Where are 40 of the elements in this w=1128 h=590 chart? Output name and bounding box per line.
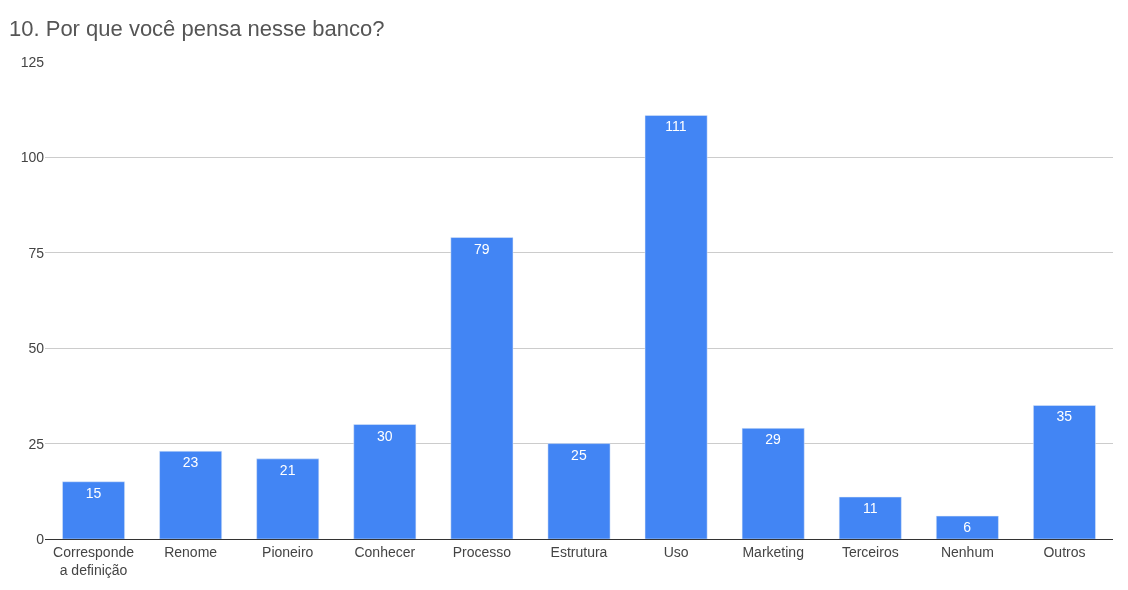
- y-tick-label: 0: [36, 530, 45, 547]
- data-label: 35: [1056, 408, 1073, 425]
- data-label: 79: [474, 240, 490, 257]
- data-label: 111: [665, 118, 687, 135]
- x-tick-label: Outros: [1043, 543, 1086, 560]
- bar: [1033, 405, 1096, 539]
- bar: [644, 115, 708, 539]
- bar: [547, 443, 611, 539]
- x-tick-label: Terceiros: [841, 543, 899, 560]
- x-tick-label: Processo: [452, 543, 512, 560]
- y-tick-label: 25: [28, 435, 45, 452]
- bar: [353, 424, 417, 539]
- bar: [838, 496, 902, 539]
- x-tick-label: Marketing: [742, 543, 804, 560]
- data-label: 29: [765, 431, 782, 448]
- x-tick-label: Nenhum: [940, 543, 994, 560]
- bar: [741, 428, 805, 539]
- y-tick-label: 125: [20, 53, 45, 70]
- y-tick-label: 50: [28, 340, 45, 357]
- x-tick-label: Conhecer: [354, 543, 416, 560]
- bar: [936, 515, 999, 539]
- y-tick-label: 100: [20, 149, 45, 166]
- x-tick-label: Uso: [663, 543, 689, 560]
- data-label: 25: [571, 446, 587, 463]
- data-label: 30: [376, 427, 393, 444]
- data-label: 15: [85, 484, 102, 501]
- bar: [62, 481, 125, 539]
- chart-title: 10. Por que você pensa nesse banco?: [9, 16, 385, 42]
- bar: [256, 458, 320, 539]
- data-label: 21: [279, 461, 296, 478]
- x-tick-label: Estrutura: [550, 543, 608, 560]
- x-tick-label: Corresponde a definição: [53, 543, 135, 578]
- bar: [159, 450, 222, 539]
- data-label: 23: [182, 454, 199, 471]
- x-tick-label: Pioneiro: [262, 543, 314, 560]
- x-tick-label: Renome: [164, 543, 218, 560]
- bar: [450, 237, 514, 539]
- data-label: 11: [862, 500, 878, 517]
- y-tick-label: 75: [28, 244, 45, 261]
- data-label: 6: [963, 519, 972, 536]
